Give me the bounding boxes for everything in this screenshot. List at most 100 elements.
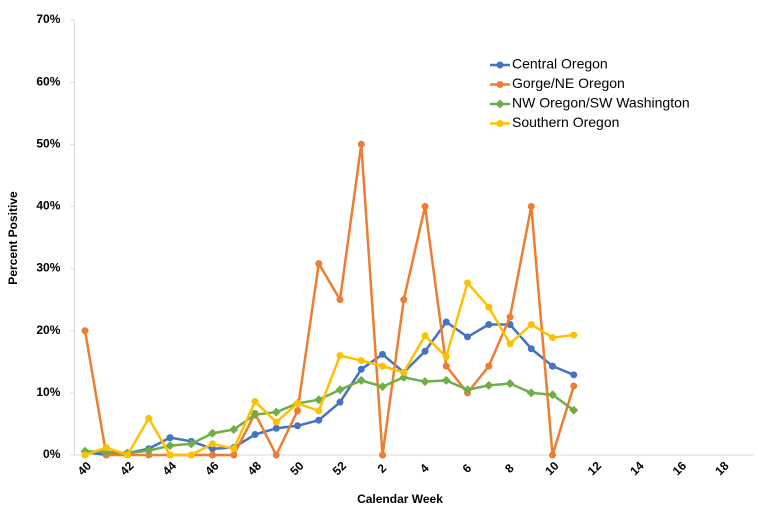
series-line	[83, 143, 575, 457]
data-point	[209, 440, 217, 448]
x-tick-label: 4	[417, 461, 432, 476]
data-point	[186, 439, 196, 449]
legend-label: Central Oregon	[512, 56, 608, 72]
data-point	[144, 446, 154, 456]
legend-label: NW Oregon/SW Washington	[512, 95, 690, 111]
x-tick-label: 12	[585, 459, 605, 479]
y-axis-label: Percent Positive	[6, 191, 20, 285]
data-point	[569, 405, 579, 415]
y-tick-label: 50%	[36, 136, 60, 150]
y-tick-label: 20%	[36, 323, 60, 337]
x-tick-label: 6	[460, 461, 475, 476]
data-point	[463, 385, 473, 395]
data-point	[315, 416, 323, 424]
data-point	[506, 340, 514, 348]
data-point	[187, 451, 195, 459]
data-point	[209, 451, 217, 459]
data-point	[464, 279, 472, 287]
data-point	[294, 399, 302, 407]
data-point	[526, 388, 536, 398]
series-line	[84, 320, 575, 457]
legend-marker	[496, 81, 504, 88]
data-point	[379, 451, 387, 459]
x-tick-label: 52	[330, 459, 350, 479]
legend-label: Southern Oregon	[512, 114, 619, 130]
data-point	[209, 445, 217, 453]
legend-marker	[496, 61, 504, 69]
series-line	[84, 281, 574, 457]
data-point	[272, 418, 280, 426]
legend-label: Gorge/NE Oregon	[512, 75, 625, 91]
data-point	[400, 368, 408, 376]
data-point	[208, 428, 218, 438]
data-point	[251, 430, 259, 438]
x-axis-label: Calendar Week	[357, 492, 443, 506]
x-tick-label: 42	[117, 459, 137, 479]
x-tick-label: 44	[160, 459, 180, 479]
data-point	[336, 352, 344, 360]
data-point	[548, 390, 558, 400]
data-point	[527, 321, 535, 328]
data-point	[357, 140, 365, 148]
data-point	[230, 451, 238, 459]
data-point	[379, 350, 387, 358]
data-point	[549, 451, 557, 459]
data-point	[124, 451, 132, 459]
data-point	[102, 444, 110, 452]
data-point	[166, 451, 174, 459]
data-point	[527, 345, 535, 353]
data-point	[81, 451, 89, 459]
data-point	[485, 303, 493, 311]
data-point	[357, 357, 365, 365]
data-point	[400, 296, 408, 304]
data-point	[336, 398, 344, 406]
data-point	[81, 327, 89, 335]
data-point	[421, 202, 429, 210]
data-point	[505, 379, 515, 389]
data-point	[485, 362, 493, 370]
data-point	[378, 382, 388, 392]
x-tick-label: 46	[202, 459, 222, 479]
data-point	[485, 321, 493, 328]
data-point	[442, 318, 450, 326]
data-point	[570, 331, 578, 339]
data-point	[336, 296, 344, 304]
y-tick-label: 0%	[43, 447, 61, 461]
data-point	[272, 424, 280, 432]
legend-marker	[495, 99, 505, 109]
data-point	[166, 434, 174, 442]
data-point	[420, 377, 430, 387]
x-tick-label: 40	[75, 459, 95, 479]
data-point	[549, 362, 557, 370]
data-point	[379, 362, 387, 370]
x-tick-label: 16	[670, 459, 690, 479]
data-point	[357, 365, 365, 373]
data-point	[484, 380, 494, 390]
data-point	[527, 202, 535, 210]
data-point	[165, 441, 175, 451]
data-point	[441, 375, 451, 385]
legend-marker	[496, 120, 504, 127]
series-line	[84, 376, 575, 455]
data-point	[230, 445, 238, 453]
data-point	[570, 382, 578, 390]
data-point	[294, 407, 302, 415]
x-tick-label: 50	[287, 459, 307, 479]
y-tick-label: 40%	[36, 199, 60, 213]
data-point	[506, 313, 514, 321]
x-tick-label: 18	[712, 459, 732, 479]
y-tick-label: 60%	[36, 74, 60, 88]
data-point	[421, 347, 429, 355]
x-tick-label: 2	[375, 461, 390, 476]
x-tick-label: 48	[245, 459, 265, 479]
data-point	[421, 332, 429, 340]
data-point	[442, 353, 450, 361]
y-tick-label: 30%	[36, 261, 60, 275]
data-point	[251, 398, 259, 406]
data-point	[272, 451, 280, 459]
x-tick-label: 8	[502, 461, 517, 476]
x-tick-label: 14	[627, 459, 647, 479]
data-point	[356, 375, 366, 385]
data-point	[570, 371, 578, 379]
